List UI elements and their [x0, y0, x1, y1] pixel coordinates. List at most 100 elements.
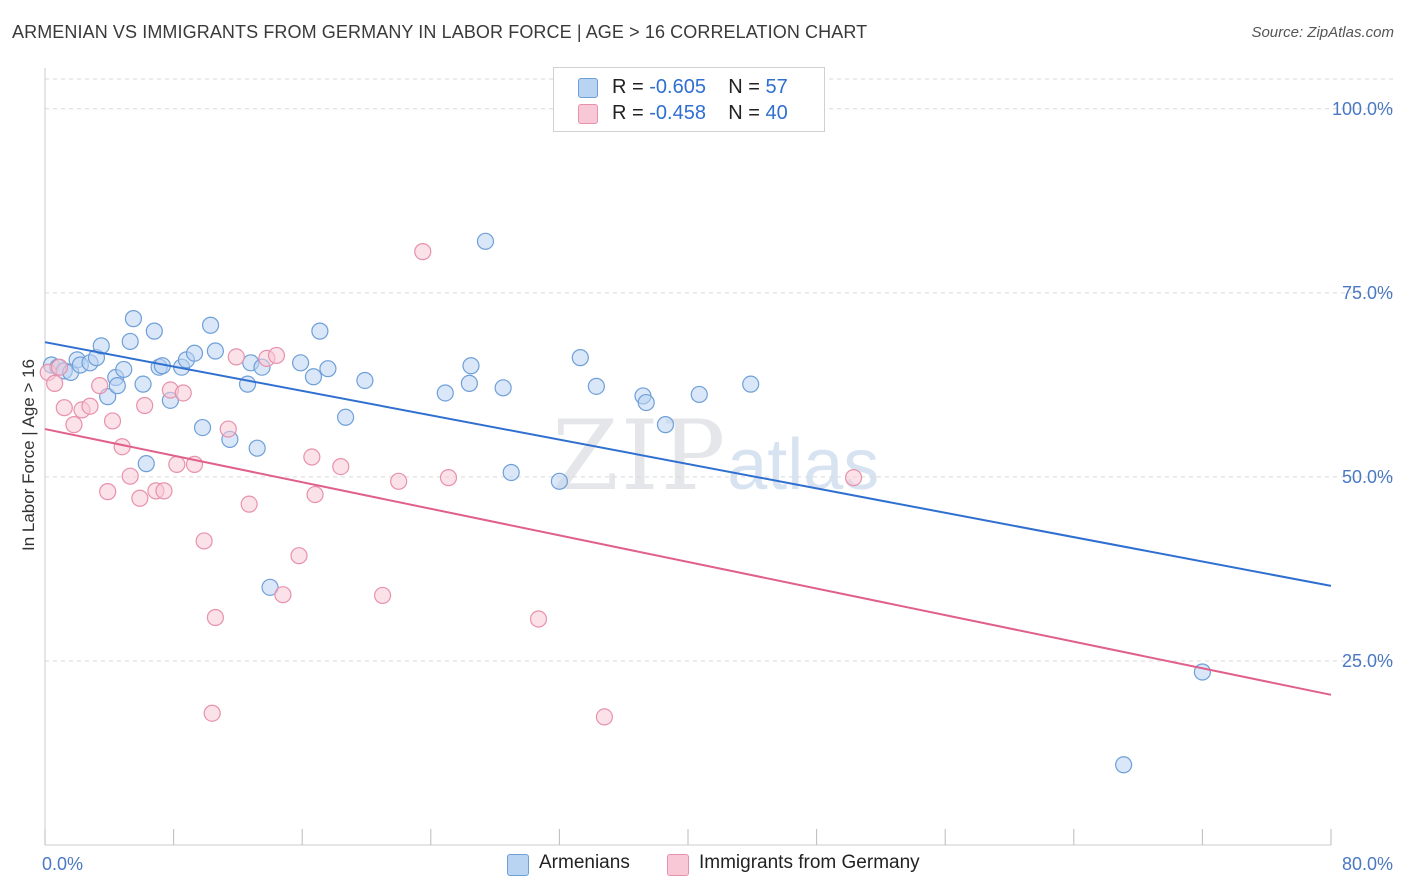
trend-lines — [44, 341, 1332, 696]
armenians-point — [436, 384, 454, 402]
germany-point — [103, 412, 122, 430]
n-value: 40 — [765, 102, 788, 124]
armenians-point — [304, 368, 323, 386]
source-credit: Source: ZipAtlas.com — [1251, 24, 1394, 41]
germany-point — [267, 346, 286, 365]
armenians-point — [311, 322, 329, 340]
germany-point — [844, 469, 863, 487]
n-label: N = — [728, 102, 760, 124]
watermark: ZIPatlas — [552, 400, 879, 512]
r-value: -0.605 — [649, 76, 706, 98]
armenians-point — [108, 377, 126, 395]
germany-point — [303, 448, 321, 466]
germany-point — [121, 467, 139, 485]
n-value: 57 — [765, 76, 788, 98]
armenians-point — [571, 349, 589, 367]
armenians-legend-label: Armenians — [539, 852, 630, 873]
germany-point — [136, 396, 154, 415]
armenians-point — [248, 439, 266, 457]
germany-point — [55, 399, 73, 417]
armenians-point — [201, 316, 220, 334]
armenians-point — [115, 360, 133, 379]
germany-points — [39, 243, 863, 726]
y-tick-label: 50.0% — [1342, 467, 1393, 487]
germany-point — [595, 708, 614, 726]
armenians-point — [494, 379, 512, 397]
germany-point — [99, 483, 117, 501]
armenians-point — [121, 332, 139, 351]
armenians-point — [193, 418, 212, 437]
germany-point — [227, 348, 245, 366]
armenians-point — [502, 463, 520, 482]
armenians-point — [291, 354, 310, 372]
armenians-point — [206, 342, 224, 360]
germany-point — [390, 472, 408, 490]
germany-legend-label: Immigrants from Germany — [699, 852, 920, 873]
germany-point — [529, 610, 548, 628]
armenians-point — [134, 375, 152, 393]
germany-point — [219, 420, 237, 438]
germany-point — [274, 586, 292, 604]
armenians-point — [690, 385, 708, 404]
germany-trend-line — [44, 428, 1332, 696]
germany-point — [131, 489, 149, 507]
axes — [44, 68, 1332, 846]
armenians-point — [656, 416, 675, 434]
germany-point — [240, 495, 258, 513]
armenians-point — [587, 377, 605, 395]
armenians-point — [742, 375, 760, 393]
armenians-point — [337, 408, 355, 426]
watermark-atlas: atlas — [727, 425, 880, 505]
armenians-points — [42, 232, 1212, 774]
armenians-point — [550, 472, 569, 490]
germany-point — [414, 243, 432, 261]
armenians-legend-swatch — [507, 854, 529, 876]
armenians-point — [319, 360, 337, 378]
n-label: N = — [728, 76, 760, 98]
armenians-point — [185, 344, 204, 362]
germany-point — [46, 374, 64, 393]
r-value: -0.458 — [649, 102, 706, 124]
germany-point — [174, 384, 192, 402]
armenians-point — [356, 371, 374, 390]
legend-armenians-text: R = -0.605 N = 57 — [612, 76, 788, 99]
x-tick-label-min: 0.0% — [42, 854, 83, 874]
y-tick-label: 75.0% — [1342, 283, 1393, 303]
axis-labels: 25.0% 50.0% 75.0% 100.0% 0.0% 80.0% In Labor F… — [19, 99, 1393, 874]
chart-title: ARMENIAN VS IMMIGRANTS FROM GERMANY IN L… — [12, 22, 868, 42]
germany-point — [91, 377, 109, 395]
germany-point — [168, 455, 186, 473]
watermark-zip: ZIP — [552, 400, 728, 512]
x-tick-label-max: 80.0% — [1342, 854, 1393, 874]
germany-point — [203, 704, 221, 722]
armenians-swatch — [578, 78, 598, 98]
germany-point — [155, 482, 173, 500]
legend-germany-text: R = -0.458 N = 40 — [612, 102, 788, 125]
germany-point — [195, 532, 213, 550]
armenians-trend-line — [44, 341, 1332, 587]
germany-point — [332, 457, 350, 476]
y-axis-title: In Labor Force | Age > 16 — [19, 359, 38, 551]
germany-swatch — [578, 104, 598, 124]
y-tick-label: 100.0% — [1332, 99, 1393, 119]
armenians-point — [137, 455, 155, 473]
armenians-point — [261, 578, 279, 596]
armenians-point — [460, 374, 478, 393]
germany-legend-swatch — [667, 854, 689, 876]
armenians-point — [145, 322, 163, 340]
germany-point — [65, 416, 83, 434]
y-tick-label: 25.0% — [1342, 651, 1393, 671]
germany-point — [206, 608, 224, 627]
germany-point — [81, 397, 99, 415]
germany-point — [439, 469, 458, 487]
armenians-point — [476, 232, 495, 250]
armenians-point — [92, 337, 110, 355]
correlation-legend: R = -0.605 N = 57 R = -0.458 N = 40 — [553, 67, 825, 132]
r-label: R = — [612, 102, 644, 124]
germany-point — [290, 547, 308, 565]
germany-point — [373, 586, 392, 605]
armenians-point — [462, 357, 480, 375]
germany-point — [50, 358, 69, 376]
armenians-point — [637, 393, 655, 412]
